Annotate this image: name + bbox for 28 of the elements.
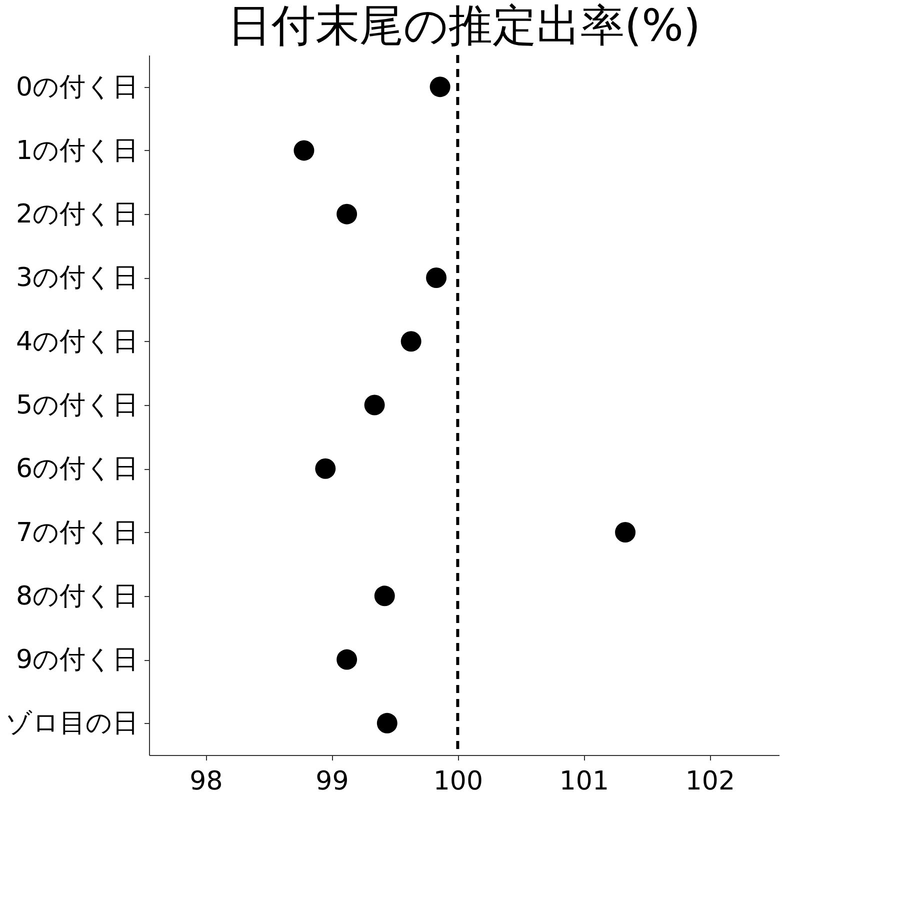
point [376, 712, 398, 734]
y-tick-label: 8の付く日 [16, 581, 138, 612]
y-tick-label: 7の付く日 [16, 518, 138, 548]
y-tick-label: 2の付く日 [16, 200, 138, 230]
point [374, 586, 395, 606]
point [364, 394, 385, 416]
point [426, 268, 447, 288]
y-tick-label: 1の付く日 [16, 136, 138, 166]
point [430, 76, 450, 98]
x-tick-label: 101 [559, 766, 610, 796]
point [315, 458, 336, 479]
point [336, 649, 358, 670]
y-tick-label: 5の付く日 [16, 390, 138, 420]
y-tick-label: 4の付く日 [16, 326, 138, 357]
x-tick-label: 102 [685, 766, 736, 796]
chart-title: 日付末尾の推定出率(%) [227, 0, 701, 52]
point [400, 331, 422, 352]
x-tick-label: 100 [433, 766, 484, 796]
y-tick-label: 9の付く日 [16, 645, 138, 676]
point [615, 522, 636, 542]
point [336, 204, 358, 224]
y-tick-label: ゾロ目の日 [6, 708, 138, 739]
y-tick-label: 6の付く日 [16, 454, 138, 484]
x-tick-label: 99 [316, 766, 349, 796]
x-tick-label: 98 [190, 766, 223, 796]
point [294, 140, 314, 161]
y-tick-label: 3の付く日 [16, 263, 138, 294]
y-tick-label: 0の付く日 [16, 72, 138, 102]
